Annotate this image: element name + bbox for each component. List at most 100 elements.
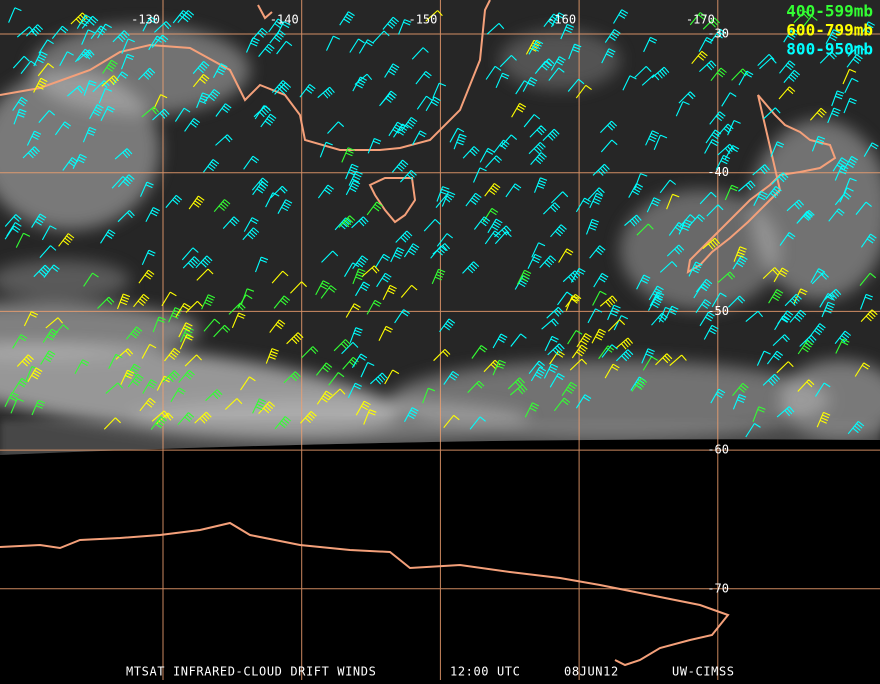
wind-barb (860, 21, 875, 36)
wind-barb (274, 82, 292, 95)
wind-barb (196, 92, 210, 109)
wind-barb (105, 382, 124, 394)
wind-barb (436, 233, 454, 247)
wind-barb (327, 121, 345, 134)
wind-barb (543, 202, 561, 215)
wind-barb (33, 77, 48, 93)
wind-barb (423, 218, 441, 232)
wind-barb (112, 30, 130, 43)
wind-barb (844, 77, 859, 94)
wind-barb (301, 346, 319, 359)
wind-barb (699, 60, 717, 73)
wind-barb (202, 159, 220, 173)
wind-barb (315, 362, 333, 376)
wind-barb (81, 29, 95, 45)
wind-barb (494, 231, 512, 245)
wind-barb (565, 293, 582, 308)
wind-barb (710, 67, 727, 82)
wind-barb (717, 143, 735, 156)
wind-barb (4, 391, 19, 407)
wind-barb (486, 22, 505, 35)
wind-barb (101, 75, 119, 87)
wind-barb (732, 393, 747, 410)
wind-barb (668, 222, 685, 236)
wind-barb (89, 104, 104, 119)
wind-barb (363, 409, 377, 425)
wind-barb (352, 76, 367, 92)
wind-barb (370, 372, 388, 385)
wind-barb (341, 147, 355, 163)
wind-barb (827, 107, 841, 124)
wind-barb (571, 344, 588, 359)
wind-barb (31, 399, 46, 416)
tasmania-coast (368, 177, 417, 224)
wind-barb (801, 15, 818, 29)
wind-barb (542, 128, 560, 141)
wind-barb (39, 245, 57, 258)
wind-barb (522, 77, 538, 92)
wind-barb (142, 379, 158, 394)
wind-barb (598, 345, 615, 360)
wind-barb (195, 255, 213, 269)
wind-barb (589, 245, 606, 259)
wind-barb (797, 379, 815, 392)
wind-barb (222, 216, 240, 229)
wind-barb (449, 127, 465, 143)
wind-barb (636, 223, 654, 236)
wind-barb (328, 388, 346, 401)
wind-barb (347, 382, 362, 399)
wind-barb (59, 51, 74, 66)
wind-barb (636, 274, 651, 290)
wind-barb (733, 246, 747, 262)
wind-barb (642, 356, 658, 371)
wind-barb (139, 397, 156, 412)
wind-barb (138, 67, 156, 80)
wind-barb (634, 66, 652, 78)
wind-barb (779, 60, 796, 74)
wind-barb (133, 293, 150, 308)
wind-barb (557, 291, 574, 306)
wind-barb (543, 363, 559, 379)
wind-barb (759, 57, 777, 70)
wind-barb (349, 327, 363, 343)
wind-barb (832, 157, 849, 172)
wind-barb (112, 71, 129, 86)
latitude-label: -60 (707, 443, 729, 457)
wind-barb (388, 121, 404, 137)
wind-barb (551, 12, 566, 28)
wind-barb (258, 43, 275, 57)
wind-barb (254, 256, 269, 273)
wind-barb (74, 359, 90, 375)
wind-barb (641, 74, 660, 86)
longitude-label: -160 (547, 13, 576, 27)
wind-barb (859, 272, 877, 286)
wind-barb (148, 35, 164, 51)
wind-barb (443, 414, 460, 429)
wind-barb (528, 360, 545, 375)
wind-barb (425, 96, 441, 112)
wind-barb (568, 43, 582, 60)
wind-barb (250, 27, 268, 41)
wind-barb (290, 281, 307, 294)
wind-barb (52, 324, 69, 338)
wind-barb (763, 107, 781, 120)
wind-barb (241, 288, 255, 304)
wind-barb (756, 350, 771, 366)
wind-barb (771, 172, 789, 185)
wind-barb (436, 186, 450, 202)
wind-barb (326, 35, 341, 51)
wind-barb (4, 214, 22, 227)
latitude-label: -40 (707, 165, 729, 179)
wind-barb (600, 139, 618, 153)
wind-barb (815, 382, 831, 397)
wind-barb (54, 121, 71, 136)
wind-barb (422, 387, 436, 404)
wind-barb (649, 291, 665, 307)
wind-barb (378, 325, 393, 341)
wind-barb (192, 73, 210, 88)
wind-barb (717, 271, 736, 284)
wind-barb (316, 390, 333, 405)
wind-barb (411, 47, 429, 60)
wind-barb (699, 311, 715, 327)
wind-barb (358, 39, 375, 54)
